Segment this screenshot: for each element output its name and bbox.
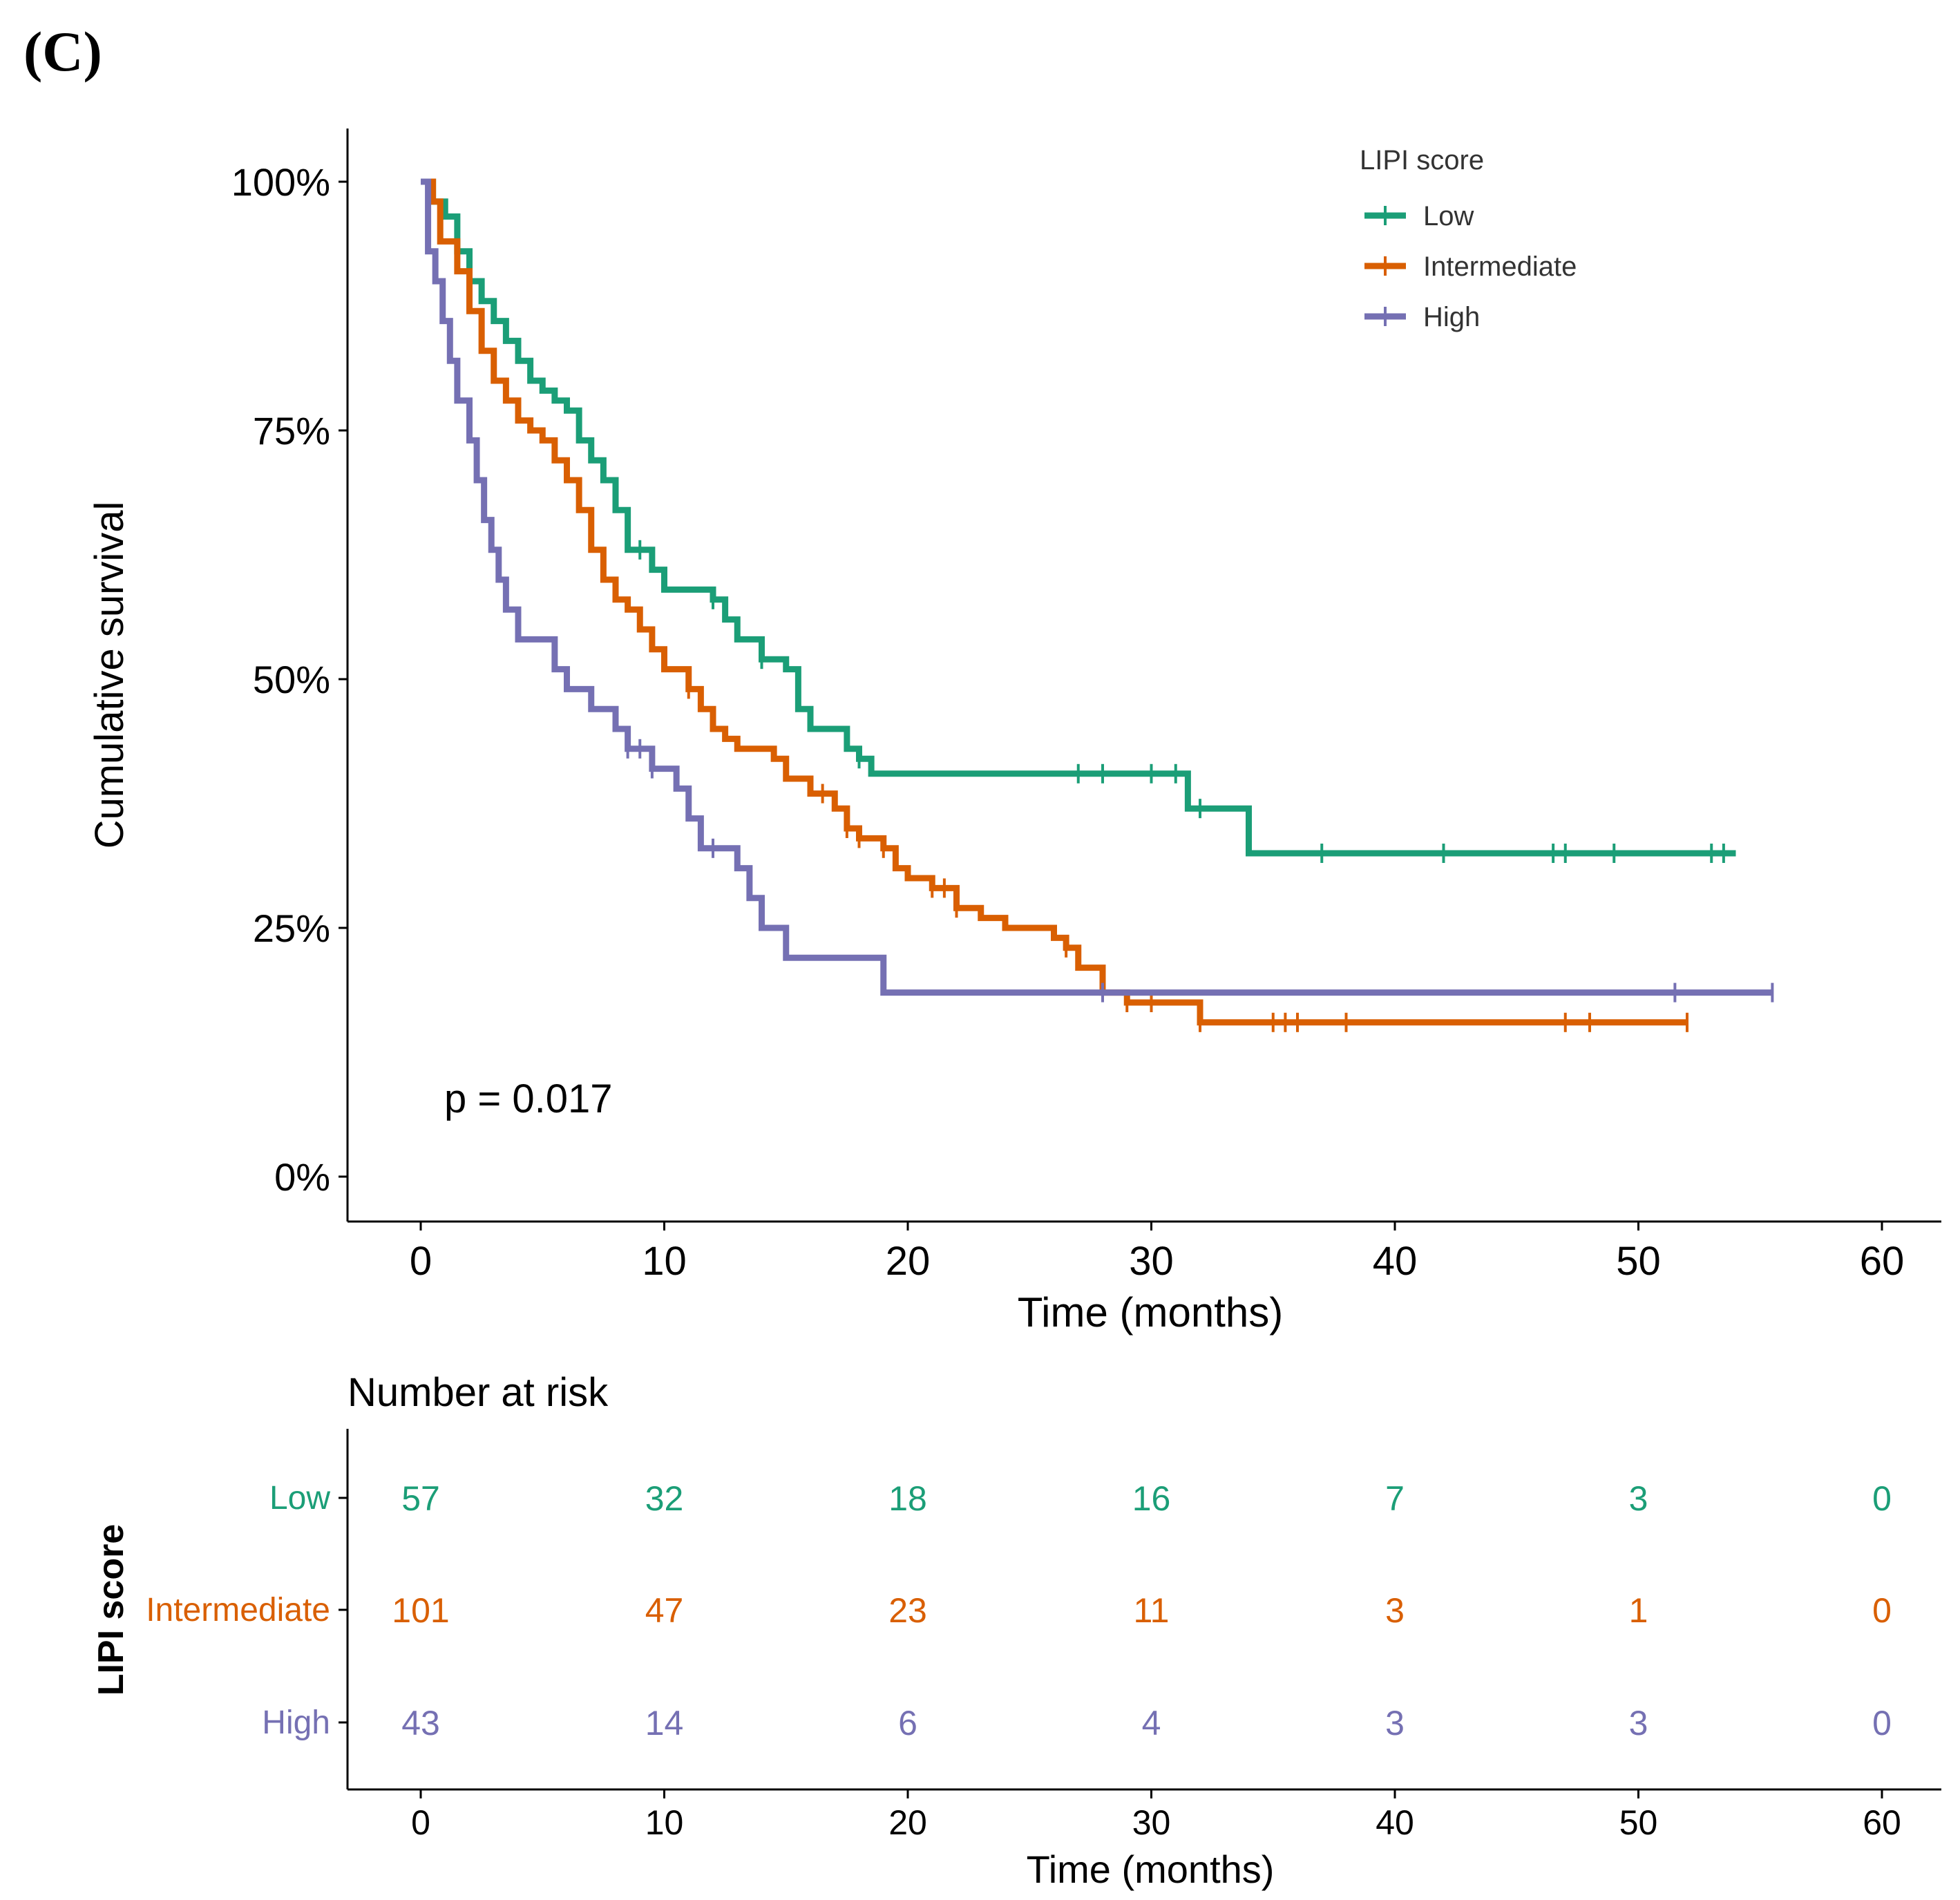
y-axis-label: Cumulative survival — [87, 502, 132, 849]
x-tick-label: 30 — [1129, 1239, 1174, 1284]
x-tick-label: 50 — [1616, 1239, 1661, 1284]
y-tick-label: 100% — [231, 160, 330, 204]
risk-y-axis-label: LIPI score — [91, 1524, 131, 1696]
y-tick-label: 75% — [253, 409, 330, 453]
km-plot: 0% 25% 50% 75% 100% 0 10 20 30 40 50 60 Cumulative… — [87, 129, 1941, 1336]
risk-count: 3 — [1385, 1591, 1405, 1630]
risk-x-axis-label: Time (months) — [1027, 1847, 1275, 1891]
curve-line-high — [421, 178, 1773, 996]
risk-table: Number at risk Low 57 32 18 16 7 3 0Intermediat… — [91, 1370, 1941, 1891]
legend-label: High — [1423, 302, 1480, 332]
risk-x-tick-label: 50 — [1619, 1803, 1658, 1842]
risk-count: 18 — [888, 1479, 927, 1518]
risk-x-tick-label: 20 — [888, 1803, 927, 1842]
panel-label: (C) — [23, 20, 102, 83]
risk-count: 23 — [888, 1591, 927, 1630]
risk-count: 1 — [1629, 1591, 1648, 1630]
curve-line-intermediate — [421, 178, 1687, 1026]
risk-count: 57 — [401, 1479, 440, 1518]
x-ticks: 0 10 20 30 40 50 60 — [410, 1222, 1904, 1284]
legend-item-low: Low — [1364, 201, 1474, 231]
x-tick-label: 40 — [1373, 1239, 1418, 1284]
risk-row-high: High 43 14 6 4 3 3 0 — [262, 1704, 1892, 1742]
risk-row-label: Intermediate — [146, 1592, 330, 1628]
risk-count: 3 — [1385, 1704, 1405, 1742]
risk-row-label: High — [262, 1704, 330, 1741]
risk-table-title: Number at risk — [348, 1370, 609, 1415]
x-axis-label: Time (months) — [1018, 1289, 1284, 1336]
risk-x-tick-label: 60 — [1863, 1803, 1901, 1842]
x-tick-label: 10 — [642, 1239, 687, 1284]
risk-count: 3 — [1629, 1479, 1648, 1518]
risk-x-ticks: 0 10 20 30 40 50 60 — [411, 1789, 1901, 1842]
p-value-annotation: p = 0.017 — [444, 1076, 613, 1121]
curve-intermediate — [421, 178, 1688, 1032]
risk-count: 0 — [1872, 1704, 1892, 1742]
legend-item-intermediate: Intermediate — [1364, 251, 1577, 282]
risk-x-tick-label: 0 — [411, 1803, 430, 1842]
risk-x-tick-label: 30 — [1132, 1803, 1171, 1842]
risk-row-label: Low — [269, 1480, 330, 1517]
legend: LIPI score Low Intermediate High — [1360, 145, 1577, 332]
risk-x-tick-label: 10 — [645, 1803, 684, 1842]
risk-count: 0 — [1872, 1591, 1892, 1630]
x-tick-label: 20 — [886, 1239, 931, 1284]
curve-line-low — [421, 178, 1736, 857]
curve-low — [421, 178, 1736, 863]
risk-rows: Low 57 32 18 16 7 3 0 Intermediate 101 47 23 11 3 1 0 Hi… — [146, 1479, 1892, 1742]
risk-count: 6 — [898, 1704, 917, 1742]
risk-count: 32 — [645, 1479, 684, 1518]
y-tick-label: 50% — [253, 658, 330, 701]
risk-count: 11 — [1134, 1591, 1170, 1630]
risk-count: 0 — [1872, 1479, 1892, 1518]
risk-count: 4 — [1142, 1704, 1161, 1742]
risk-count: 47 — [645, 1591, 684, 1630]
risk-count: 101 — [392, 1591, 449, 1630]
x-tick-label: 0 — [410, 1239, 432, 1284]
legend-label: Intermediate — [1423, 251, 1577, 282]
survival-curves — [421, 178, 1774, 1032]
x-tick-label: 60 — [1860, 1239, 1905, 1284]
y-tick-label: 0% — [274, 1155, 330, 1199]
legend-item-high: High — [1364, 302, 1480, 332]
risk-count: 7 — [1385, 1479, 1405, 1518]
risk-row-intermediate: Intermediate 101 47 23 11 3 1 0 — [146, 1591, 1892, 1630]
legend-title: LIPI score — [1360, 145, 1484, 175]
curve-high — [421, 178, 1774, 1003]
risk-count: 14 — [645, 1704, 684, 1742]
risk-row-low: Low 57 32 18 16 7 3 0 — [269, 1479, 1892, 1518]
legend-label: Low — [1423, 201, 1474, 231]
risk-count: 16 — [1132, 1479, 1171, 1518]
risk-count: 3 — [1629, 1704, 1648, 1742]
y-tick-label: 25% — [253, 906, 330, 950]
risk-count: 43 — [401, 1704, 440, 1742]
y-ticks: 0% 25% 50% 75% 100% — [231, 160, 348, 1199]
risk-x-tick-label: 40 — [1376, 1803, 1414, 1842]
